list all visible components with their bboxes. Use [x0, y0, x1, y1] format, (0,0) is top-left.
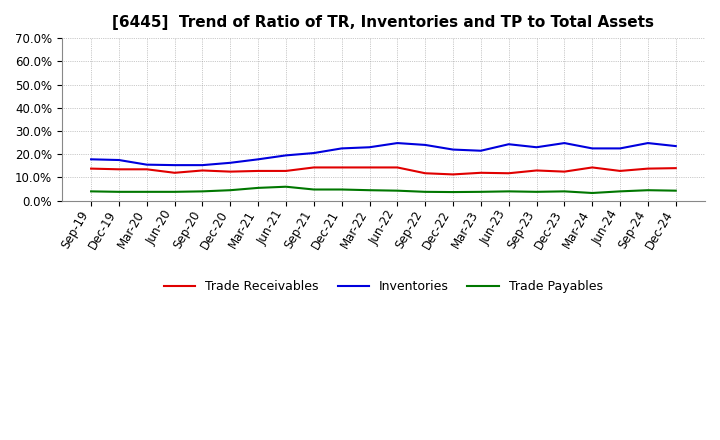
- Trade Receivables: [449, 172, 457, 177]
- Trade Receivables: [226, 169, 235, 174]
- Trade Payables: [532, 189, 541, 194]
- Inventories: [254, 157, 263, 162]
- Trade Receivables: [672, 165, 680, 171]
- Trade Payables: [393, 188, 402, 193]
- Trade Payables: [338, 187, 346, 192]
- Inventories: [226, 160, 235, 165]
- Trade Receivables: [560, 169, 569, 174]
- Inventories: [644, 140, 652, 146]
- Inventories: [532, 145, 541, 150]
- Trade Receivables: [477, 170, 485, 176]
- Trade Payables: [672, 188, 680, 193]
- Trade Payables: [171, 189, 179, 194]
- Trade Payables: [644, 187, 652, 193]
- Trade Receivables: [143, 167, 151, 172]
- Trade Receivables: [338, 165, 346, 170]
- Trade Receivables: [421, 171, 430, 176]
- Trade Payables: [87, 189, 96, 194]
- Trade Payables: [114, 189, 123, 194]
- Inventories: [310, 150, 318, 156]
- Inventories: [338, 146, 346, 151]
- Inventories: [171, 162, 179, 168]
- Inventories: [477, 148, 485, 154]
- Line: Inventories: Inventories: [91, 143, 676, 165]
- Inventories: [588, 146, 597, 151]
- Trade Receivables: [282, 168, 290, 173]
- Trade Receivables: [254, 168, 263, 173]
- Trade Receivables: [114, 167, 123, 172]
- Trade Payables: [282, 184, 290, 189]
- Trade Payables: [421, 189, 430, 194]
- Trade Receivables: [198, 168, 207, 173]
- Trade Payables: [477, 189, 485, 194]
- Line: Trade Payables: Trade Payables: [91, 187, 676, 193]
- Line: Trade Receivables: Trade Receivables: [91, 168, 676, 174]
- Trade Payables: [588, 191, 597, 196]
- Trade Payables: [226, 187, 235, 193]
- Inventories: [672, 143, 680, 149]
- Inventories: [449, 147, 457, 152]
- Trade Receivables: [505, 171, 513, 176]
- Inventories: [505, 142, 513, 147]
- Trade Receivables: [616, 168, 624, 173]
- Trade Receivables: [310, 165, 318, 170]
- Trade Payables: [310, 187, 318, 192]
- Trade Receivables: [532, 168, 541, 173]
- Trade Payables: [449, 190, 457, 195]
- Legend: Trade Receivables, Inventories, Trade Payables: Trade Receivables, Inventories, Trade Pa…: [159, 275, 608, 298]
- Trade Receivables: [588, 165, 597, 170]
- Trade Receivables: [393, 165, 402, 170]
- Inventories: [87, 157, 96, 162]
- Inventories: [560, 140, 569, 146]
- Trade Payables: [560, 189, 569, 194]
- Trade Receivables: [365, 165, 374, 170]
- Trade Payables: [254, 185, 263, 191]
- Inventories: [143, 162, 151, 167]
- Trade Payables: [198, 189, 207, 194]
- Trade Receivables: [644, 166, 652, 171]
- Trade Receivables: [87, 166, 96, 171]
- Trade Payables: [143, 189, 151, 194]
- Trade Payables: [365, 187, 374, 193]
- Trade Receivables: [171, 170, 179, 176]
- Trade Payables: [505, 189, 513, 194]
- Title: [6445]  Trend of Ratio of TR, Inventories and TP to Total Assets: [6445] Trend of Ratio of TR, Inventories…: [112, 15, 654, 30]
- Inventories: [365, 145, 374, 150]
- Inventories: [114, 158, 123, 163]
- Trade Payables: [616, 189, 624, 194]
- Inventories: [198, 162, 207, 168]
- Inventories: [616, 146, 624, 151]
- Inventories: [282, 153, 290, 158]
- Inventories: [393, 140, 402, 146]
- Inventories: [421, 142, 430, 147]
